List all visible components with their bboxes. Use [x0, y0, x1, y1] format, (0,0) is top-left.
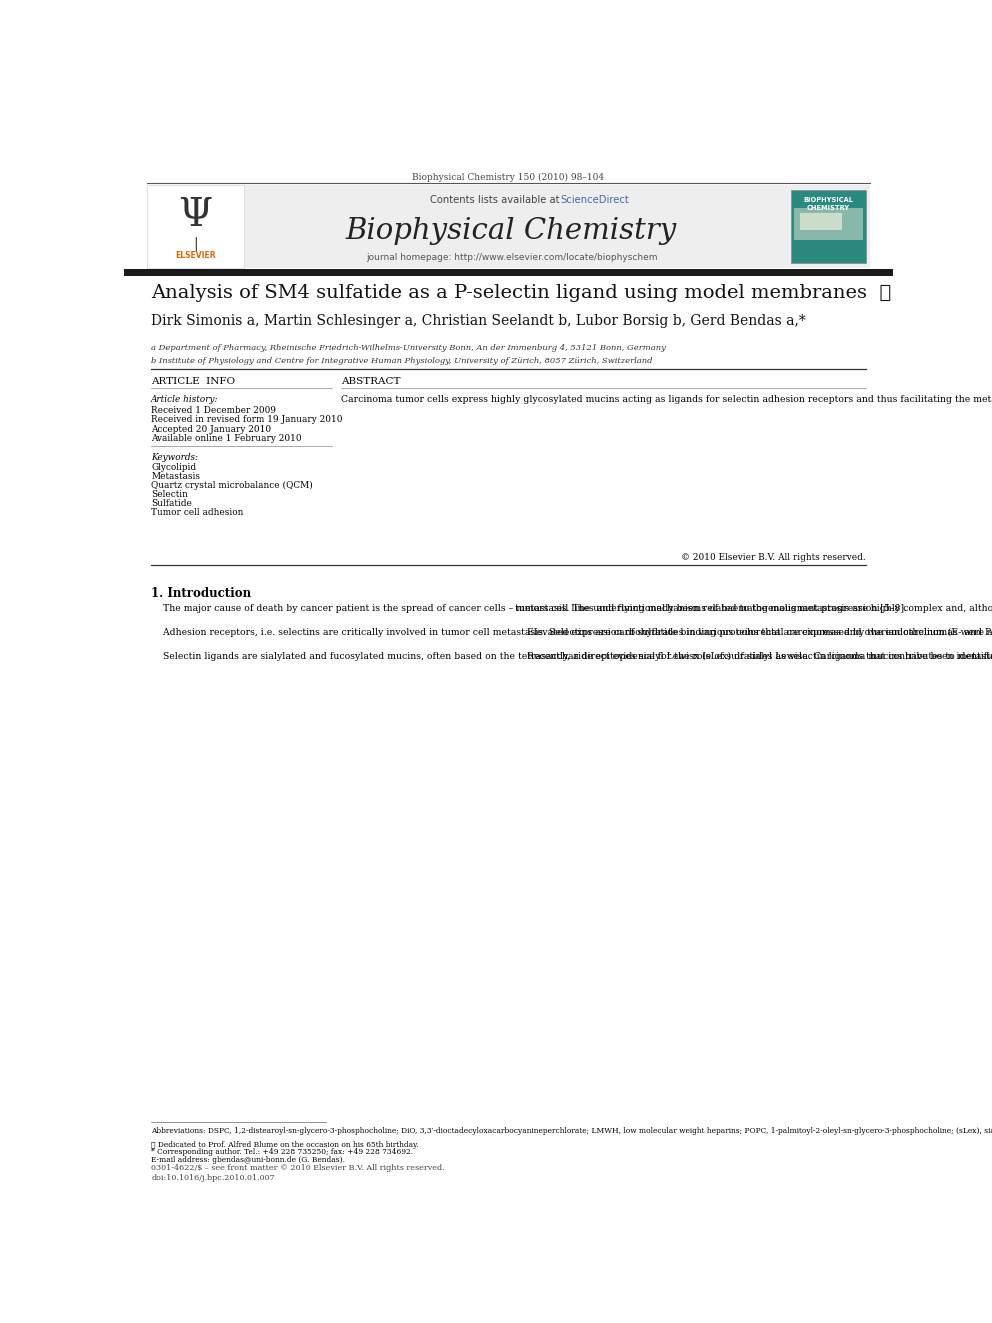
Text: ARTICLE  INFO: ARTICLE INFO [151, 377, 235, 386]
Text: 0301-4622/$ – see front matter © 2010 Elsevier B.V. All rights reserved.: 0301-4622/$ – see front matter © 2010 El… [151, 1164, 444, 1172]
Text: Dirk Simonis a, Martin Schlesinger a, Christian Seelandt b, Lubor Borsig b, Gerd: Dirk Simonis a, Martin Schlesinger a, Ch… [151, 314, 806, 328]
Text: Keywords:: Keywords: [151, 452, 198, 462]
Text: |: | [193, 238, 198, 253]
Text: Ψ: Ψ [179, 197, 212, 234]
Text: doi:10.1016/j.bpc.2010.01.007: doi:10.1016/j.bpc.2010.01.007 [151, 1174, 275, 1181]
Text: Selectin: Selectin [151, 490, 188, 499]
Text: Available online 1 February 2010: Available online 1 February 2010 [151, 434, 302, 443]
Bar [791, 189, 866, 263]
Text: Article history:: Article history: [151, 396, 218, 404]
Bar [147, 185, 870, 269]
Text: © 2010 Elsevier B.V. All rights reserved.: © 2010 Elsevier B.V. All rights reserved… [681, 553, 866, 562]
Text: tumors cell lines and functionally been related to the malignant progression [5–: tumors cell lines and functionally been … [515, 603, 992, 660]
Text: Accepted 20 January 2010: Accepted 20 January 2010 [151, 425, 271, 434]
Text: Contents lists available at: Contents lists available at [430, 194, 562, 205]
Text: a Department of Pharmacy, Rheinische Friedrich-Wilhelms-University Bonn, An der : a Department of Pharmacy, Rheinische Fri… [151, 344, 666, 352]
Text: Abbreviations: DSPC, 1,2-distearoyl-sn-glycero-3-phosphocholine; DiO, 3,3′-dioct: Abbreviations: DSPC, 1,2-distearoyl-sn-g… [151, 1127, 992, 1135]
Text: ★ Dedicated to Prof. Alfred Blume on the occasion on his 65th birthday.: ★ Dedicated to Prof. Alfred Blume on the… [151, 1140, 419, 1148]
Text: Sulfatide: Sulfatide [151, 499, 192, 508]
Text: The major cause of death by cancer patient is the spread of cancer cells – metas: The major cause of death by cancer patie… [151, 603, 992, 662]
Text: Analysis of SM4 sulfatide as a P-selectin ligand using model membranes  ☆: Analysis of SM4 sulfatide as a P-selecti… [151, 284, 892, 302]
Text: journal homepage: http://www.elsevier.com/locate/biophyschem: journal homepage: http://www.elsevier.co… [366, 253, 658, 262]
Text: 1. Introduction: 1. Introduction [151, 587, 251, 599]
Bar [800, 213, 842, 230]
Text: ScienceDirect: ScienceDirect [560, 194, 630, 205]
Text: Biophysical Chemistry 150 (2010) 98–104: Biophysical Chemistry 150 (2010) 98–104 [413, 172, 604, 181]
Text: b Institute of Physiology and Centre for Integrative Human Physiology, Universit: b Institute of Physiology and Centre for… [151, 357, 653, 365]
Text: Metastasis: Metastasis [151, 472, 200, 482]
Text: Tumor cell adhesion: Tumor cell adhesion [151, 508, 243, 517]
Text: Glycolipid: Glycolipid [151, 463, 196, 472]
Text: Received 1 December 2009: Received 1 December 2009 [151, 406, 276, 414]
Text: Biophysical Chemistry: Biophysical Chemistry [346, 217, 678, 245]
Text: BIOPHYSICAL
CHEMISTRY: BIOPHYSICAL CHEMISTRY [804, 197, 853, 212]
Bar [794, 208, 863, 241]
Text: ELSEVIER: ELSEVIER [176, 251, 216, 261]
Text: Quartz crystal microbalance (QCM): Quartz crystal microbalance (QCM) [151, 482, 312, 491]
Text: ABSTRACT: ABSTRACT [341, 377, 401, 386]
Text: Received in revised form 19 January 2010: Received in revised form 19 January 2010 [151, 415, 342, 425]
Text: E-mail address: gbendas@uni-bonn.de (G. Bendas).: E-mail address: gbendas@uni-bonn.de (G. … [151, 1156, 345, 1164]
Bar [124, 269, 893, 275]
Bar [147, 185, 244, 269]
Text: * Corresponding author. Tel.: +49 228 735250; fax: +49 228 734692.: * Corresponding author. Tel.: +49 228 73… [151, 1148, 414, 1156]
Text: Carcinoma tumor cells express highly glycosylated mucins acting as ligands for s: Carcinoma tumor cells express highly gly… [341, 396, 992, 404]
